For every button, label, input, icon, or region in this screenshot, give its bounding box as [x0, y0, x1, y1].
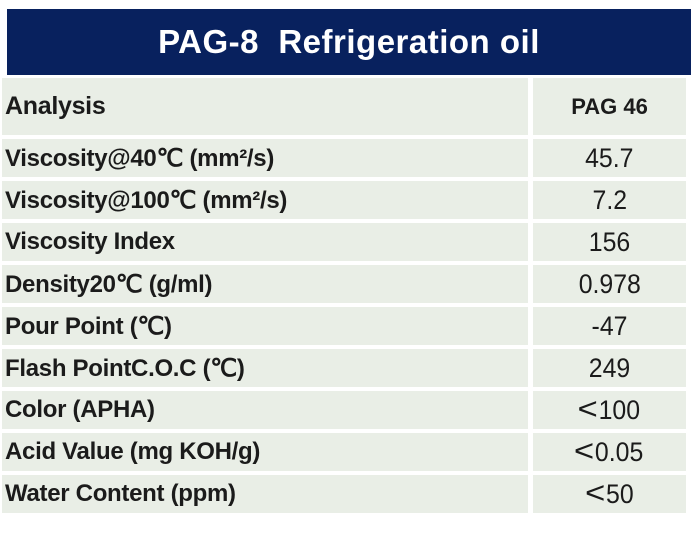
row-label: Viscosity@40℃ (mm²/s)	[2, 139, 528, 177]
table-row: Color (APHA) <100	[2, 391, 686, 429]
table-row: Water Content (ppm) <50	[2, 475, 686, 513]
table-body: Viscosity@40℃ (mm²/s) 45.7 Viscosity@100℃ …	[2, 139, 686, 513]
table-row: Flash PointC.O.C (℃) 249	[2, 349, 686, 387]
row-value: -47	[533, 307, 686, 345]
row-value: 0.978	[533, 265, 686, 303]
row-label: Density20℃ (g/ml)	[2, 265, 528, 303]
row-value: 7.2	[533, 181, 686, 219]
page-title: PAG-8 Refrigeration oil	[158, 23, 540, 60]
row-value: <50	[533, 475, 686, 513]
title-bar: PAG-8 Refrigeration oil	[7, 9, 691, 75]
table-row: Viscosity Index 156	[2, 223, 686, 261]
table-row: Acid Value (mg KOH/g) <0.05	[2, 433, 686, 471]
column-header-product: PAG 46	[533, 78, 686, 135]
row-label: Water Content (ppm)	[2, 475, 528, 513]
row-label: Flash PointC.O.C (℃)	[2, 349, 528, 387]
spec-table: Analysis PAG 46 Viscosity@40℃ (mm²/s) 45.…	[2, 78, 686, 517]
row-label: Viscosity Index	[2, 223, 528, 261]
row-value: 156	[533, 223, 686, 261]
row-value: <100	[533, 391, 686, 429]
table-row: Density20℃ (g/ml) 0.978	[2, 265, 686, 303]
less-than-sign: <	[574, 435, 595, 468]
row-value: 45.7	[533, 139, 686, 177]
table-header-row: Analysis PAG 46	[2, 78, 686, 135]
row-label: Color (APHA)	[2, 391, 528, 429]
table-row: Pour Point (℃) -47	[2, 307, 686, 345]
row-label: Viscosity@100℃ (mm²/s)	[2, 181, 528, 219]
column-header-analysis: Analysis	[2, 78, 528, 135]
row-label: Pour Point (℃)	[2, 307, 528, 345]
row-value: <0.05	[533, 433, 686, 471]
table-row: Viscosity@40℃ (mm²/s) 45.7	[2, 139, 686, 177]
less-than-sign: <	[577, 393, 599, 426]
row-value: 249	[533, 349, 686, 387]
less-than-sign: <	[584, 477, 605, 510]
row-label: Acid Value (mg KOH/g)	[2, 433, 528, 471]
table-row: Viscosity@100℃ (mm²/s) 7.2	[2, 181, 686, 219]
